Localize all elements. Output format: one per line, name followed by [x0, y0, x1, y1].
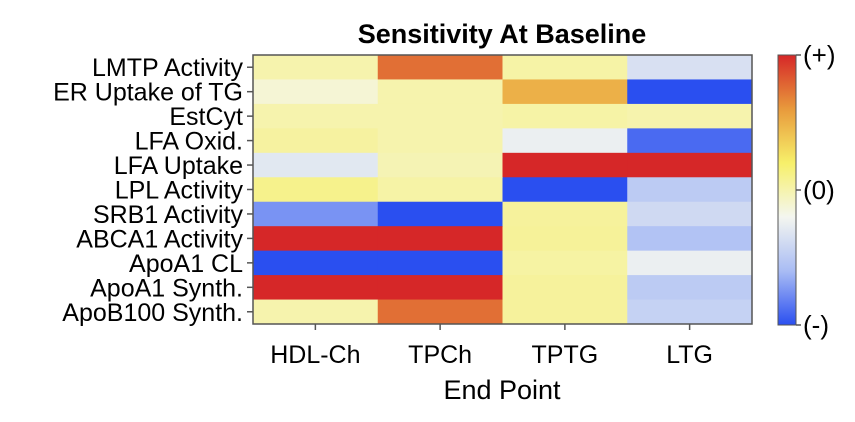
heatmap-cell	[253, 226, 379, 252]
colorbar-label: (+)	[803, 40, 836, 70]
heatmap-cell	[502, 299, 628, 325]
heatmap-cell	[627, 275, 753, 301]
heatmap-cell	[377, 299, 503, 325]
heatmap-cell	[377, 250, 503, 276]
heatmap-cell	[627, 250, 753, 276]
x-tick-label: LTG	[666, 341, 713, 369]
y-tick-label: LPL Activity	[115, 177, 244, 205]
heatmap-cell	[377, 103, 503, 129]
y-tick-label: ApoA1 CL	[129, 250, 243, 278]
heatmap-cell	[502, 152, 628, 178]
y-tick-label: ApoB100 Synth.	[62, 299, 243, 327]
heatmap-cells	[253, 55, 753, 325]
heatmap-cell	[627, 103, 753, 129]
heatmap-cell	[502, 79, 628, 105]
heatmap-cell	[627, 55, 753, 80]
colorbar-label: (-)	[803, 310, 829, 340]
heatmap-cell	[377, 177, 503, 203]
heatmap-cell	[377, 226, 503, 252]
y-tick-label: EstCyt	[169, 103, 243, 131]
y-tick-label: ER Uptake of TG	[53, 79, 243, 107]
x-tick-labels: HDL-Ch TPCh TPTG LTG	[270, 324, 713, 369]
heatmap-cell	[502, 177, 628, 203]
heatmap-cell	[502, 275, 628, 301]
colorbar	[777, 54, 797, 326]
heatmap-cell	[253, 55, 379, 80]
heatmap-cell	[377, 79, 503, 105]
heatmap-cell	[377, 275, 503, 301]
heatmap-cell	[502, 201, 628, 227]
heatmap-cell	[502, 103, 628, 129]
y-tick-label: LMTP Activity	[92, 54, 243, 82]
y-tick-label: LFA Oxid.	[135, 128, 243, 156]
heatmap-cell	[502, 226, 628, 252]
heatmap-cell	[253, 79, 379, 105]
heatmap-cell	[377, 201, 503, 227]
heatmap-cell	[502, 250, 628, 276]
x-tick-label: TPCh	[408, 341, 472, 369]
heatmap-cell	[253, 275, 379, 301]
y-tick-label: SRB1 Activity	[93, 201, 244, 229]
heatmap-cell	[627, 226, 753, 252]
y-tick-label: ApoA1 Synth.	[90, 274, 243, 302]
heatmap-cell	[253, 128, 379, 154]
heatmap-cell	[502, 55, 628, 80]
heatmap-cell	[253, 299, 379, 325]
colorbar-label: (0)	[803, 175, 835, 205]
heatmap-cell	[377, 128, 503, 154]
heatmap-cell	[253, 152, 379, 178]
y-tick-label: ABCA1 Activity	[76, 225, 243, 253]
x-tick-label: TPTG	[532, 341, 599, 369]
heatmap-cell	[627, 177, 753, 203]
heatmap-cell	[627, 152, 753, 178]
x-tick-label: HDL-Ch	[270, 341, 360, 369]
heatmap-cell	[253, 177, 379, 203]
heatmap-cell	[253, 103, 379, 129]
heatmap-cell	[377, 152, 503, 178]
x-axis-label: End Point	[443, 375, 561, 405]
colorbar-labels: (+) (0) (-)	[796, 40, 836, 340]
chart-title: Sensitivity At Baseline	[358, 19, 647, 49]
heatmap-cell	[627, 201, 753, 227]
heatmap-cell	[502, 128, 628, 154]
heatmap-cell	[627, 299, 753, 325]
heatmap-cell	[253, 201, 379, 227]
heatmap-cell	[627, 79, 753, 105]
heatmap-cell	[377, 55, 503, 80]
y-tick-label: LFA Uptake	[114, 152, 243, 180]
heatmap-cell	[253, 250, 379, 276]
heatmap-cell	[627, 128, 753, 154]
